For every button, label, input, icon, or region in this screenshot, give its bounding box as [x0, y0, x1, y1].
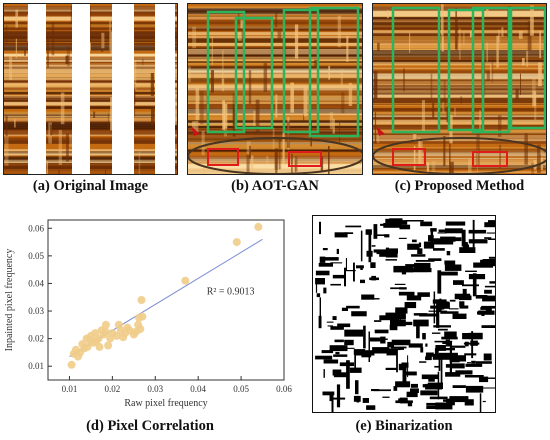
- x-tick-label: 0.05: [233, 384, 249, 394]
- data-point: [101, 320, 110, 329]
- binarization-panel: [312, 215, 496, 413]
- scatter-plot: 0.01 0.02 0.03 0.04 0.05 0.06 0.01 0.02 0.03 0.04…: [4, 219, 292, 409]
- proposed-method-panel: [372, 3, 547, 175]
- original-image-texture: [4, 4, 177, 174]
- plot-frame: [47, 219, 285, 381]
- aot-gan-texture: [188, 4, 362, 174]
- highlight-boxes: [206, 6, 360, 138]
- x-tick-label: 0.02: [104, 384, 120, 394]
- y-tick-label: 0.05: [28, 251, 44, 261]
- data-point: [95, 342, 104, 351]
- y-tick-label: 0.01: [28, 361, 44, 371]
- caption-c: (c) Proposed Method: [394, 178, 525, 194]
- arrow-marker: [376, 126, 385, 136]
- x-tick-label: 0.04: [190, 384, 206, 394]
- defect-region-ellipse: [188, 137, 362, 174]
- binarization-image: [313, 216, 495, 412]
- y-tick-label: 0.06: [28, 223, 44, 233]
- pixel-correlation-chart: 0.01 0.02 0.03 0.04 0.05 0.06 0.01 0.02 0.03 0.04…: [0, 210, 300, 415]
- data-point: [136, 325, 145, 333]
- x-tick-label: 0.01: [62, 384, 78, 394]
- data-point: [83, 342, 92, 351]
- missing-strips: [28, 4, 175, 174]
- caption-a: (a) Original Image: [32, 178, 149, 194]
- data-point: [137, 296, 146, 304]
- data-point: [67, 360, 76, 369]
- data-point: [138, 312, 147, 321]
- y-axis-label: Inpainted pixel frequency: [4, 249, 15, 352]
- arrow-marker: [191, 126, 200, 136]
- caption-d: (d) Pixel Correlation: [86, 418, 214, 434]
- original-image-panel: [3, 3, 178, 175]
- caption-e: (e) Binarization: [355, 418, 453, 434]
- defect-boxes: [392, 148, 508, 167]
- x-axis-label: Raw pixel frequency: [124, 398, 207, 409]
- data-point: [254, 222, 263, 231]
- x-tick-label: 0.03: [147, 384, 163, 394]
- y-tick-label: 0.02: [28, 334, 44, 344]
- highlight-boxes: [391, 6, 546, 134]
- proposed-method-texture: [373, 4, 546, 174]
- y-tick-label: 0.03: [28, 306, 44, 316]
- y-tick-label: 0.04: [28, 278, 44, 288]
- defect-region-ellipse: [373, 137, 546, 174]
- defect-boxes: [207, 148, 322, 167]
- x-tick-label: 0.06: [276, 384, 292, 394]
- data-point: [104, 341, 113, 350]
- data-point: [112, 331, 121, 340]
- aot-gan-panel: [187, 3, 363, 175]
- data-point: [114, 320, 123, 329]
- data-point: [232, 238, 241, 247]
- data-point: [181, 276, 190, 285]
- caption-b: (b) AOT-GAN: [231, 178, 319, 194]
- r-squared-annotation: R² = 0.9013: [207, 286, 255, 297]
- data-point: [101, 327, 110, 336]
